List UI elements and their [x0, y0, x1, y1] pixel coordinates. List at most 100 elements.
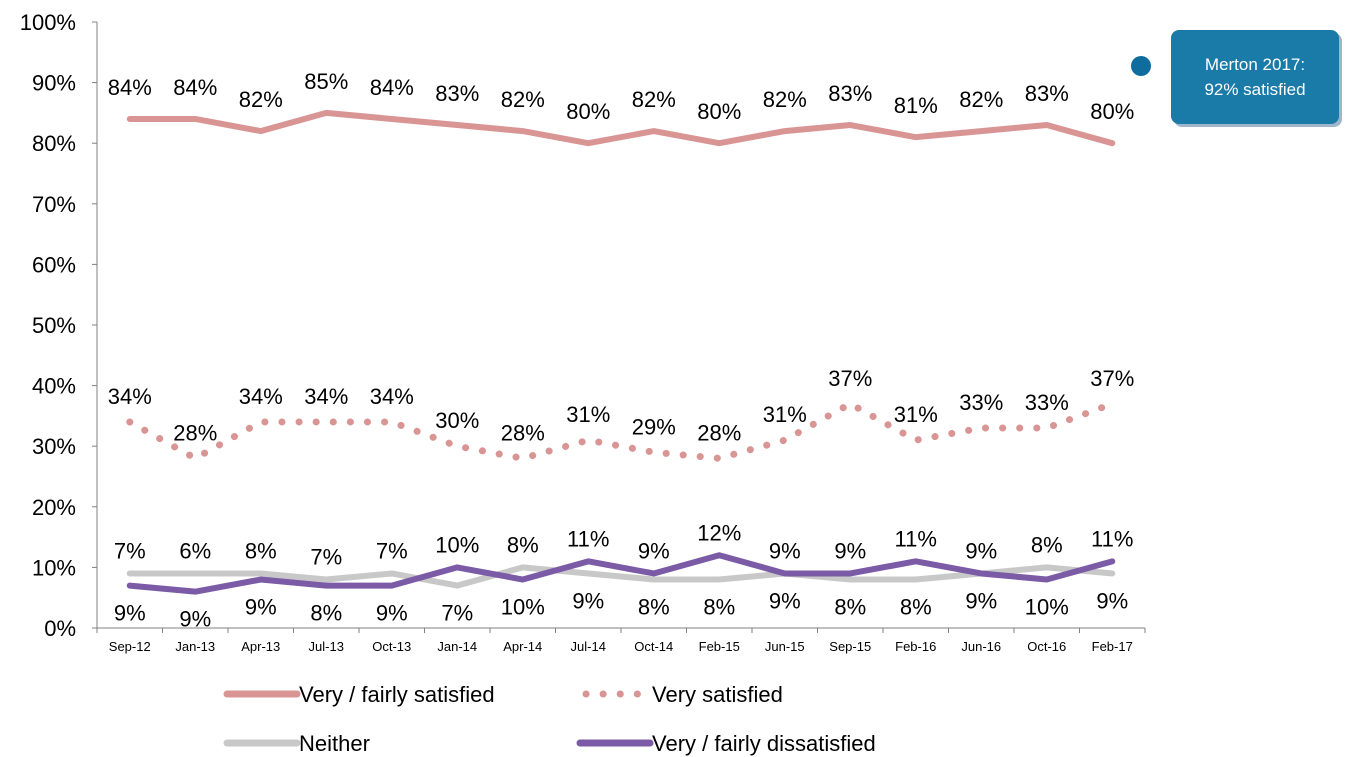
data-label: 9%: [769, 538, 801, 563]
y-tick-label: 50%: [32, 313, 76, 338]
data-label: 10%: [435, 532, 479, 557]
y-tick-label: 0%: [44, 616, 76, 641]
series-line: [126, 564, 1116, 589]
data-label: 28%: [501, 420, 545, 445]
x-tick-label: Oct-16: [1027, 639, 1066, 654]
data-label: 84%: [370, 75, 414, 100]
data-label: 31%: [566, 402, 610, 427]
data-label: 11%: [1091, 526, 1133, 551]
x-tick-label: Oct-14: [634, 639, 673, 654]
data-label: 84%: [108, 75, 152, 100]
data-label: 84%: [173, 75, 217, 100]
data-label: 83%: [828, 81, 872, 106]
data-label: 8%: [703, 595, 735, 620]
data-label: 12%: [697, 520, 741, 545]
x-tick-label: Feb-15: [699, 639, 740, 654]
data-label: 6%: [179, 538, 211, 563]
data-label: 10%: [501, 595, 545, 620]
data-label: 10%: [1025, 595, 1069, 620]
data-label: 8%: [507, 532, 539, 557]
x-tick-label: Jul-13: [309, 639, 344, 654]
data-label: 82%: [763, 87, 807, 112]
x-tick-label: Jun-16: [961, 639, 1001, 654]
x-tick-label: Apr-14: [503, 639, 542, 654]
data-label: 7%: [441, 601, 473, 626]
y-tick-label: 100%: [20, 10, 76, 35]
data-label: 37%: [828, 366, 872, 391]
data-label: 81%: [894, 93, 938, 118]
data-label: 83%: [435, 81, 479, 106]
data-label: 8%: [310, 601, 342, 626]
data-label: 28%: [173, 420, 217, 445]
data-label: 30%: [435, 408, 479, 433]
data-label: 31%: [763, 402, 807, 427]
data-label: 9%: [179, 607, 211, 632]
data-label: 80%: [697, 99, 741, 124]
data-label: 8%: [900, 595, 932, 620]
y-tick-label: 40%: [32, 374, 76, 399]
callout-line-1: Merton 2017:: [1204, 55, 1306, 74]
data-label: 11%: [895, 526, 937, 551]
data-label: 82%: [501, 87, 545, 112]
data-label: 28%: [697, 420, 741, 445]
y-tick-label: 30%: [32, 434, 76, 459]
x-tick-label: Oct-13: [372, 639, 411, 654]
x-tick-label: Jan-14: [437, 639, 477, 654]
y-tick-label: 10%: [32, 555, 76, 580]
data-label: 29%: [632, 414, 676, 439]
data-label: 9%: [834, 538, 866, 563]
data-label: 9%: [965, 538, 997, 563]
merton-callout-box: Merton 2017: 92% satisfied: [1171, 30, 1339, 124]
x-tick-label: Jun-15: [765, 639, 805, 654]
data-label: 85%: [304, 69, 348, 94]
legend-label: Very satisfied: [652, 682, 783, 707]
series-line: [126, 109, 1116, 147]
data-label: 82%: [239, 87, 283, 112]
data-label: 83%: [1025, 81, 1069, 106]
data-label: 33%: [959, 390, 1003, 415]
data-label: 9%: [638, 538, 670, 563]
data-label: 9%: [376, 601, 408, 626]
y-tick-label: 60%: [32, 252, 76, 277]
x-tick-label: Jan-13: [175, 639, 215, 654]
y-tick-label: 20%: [32, 495, 76, 520]
series-line: [126, 552, 1116, 595]
x-tick-label: Apr-13: [241, 639, 280, 654]
data-label: 9%: [572, 588, 604, 613]
legend-label: Neither: [299, 731, 370, 756]
y-tick-label: 80%: [32, 131, 76, 156]
data-label: 33%: [1025, 390, 1069, 415]
callout-line-2: 92% satisfied: [1204, 80, 1306, 99]
data-label: 7%: [114, 538, 146, 563]
y-tick-label: 70%: [32, 192, 76, 217]
data-label: 37%: [1090, 366, 1134, 391]
data-label: 34%: [370, 384, 414, 409]
x-tick-label: Sep-12: [109, 639, 151, 654]
x-tick-label: Sep-15: [829, 639, 871, 654]
data-label: 7%: [310, 545, 342, 570]
data-label: 34%: [239, 384, 283, 409]
data-label: 8%: [834, 595, 866, 620]
series-line: [126, 400, 1116, 462]
data-label: 9%: [245, 595, 277, 620]
data-label: 8%: [638, 595, 670, 620]
data-label: 80%: [566, 99, 610, 124]
data-label: 7%: [376, 538, 408, 563]
callout-marker-dot: [1131, 56, 1151, 76]
data-label: 34%: [304, 384, 348, 409]
legend-label: Very / fairly dissatisfied: [652, 731, 876, 756]
data-label: 9%: [114, 601, 146, 626]
legend-label: Very / fairly satisfied: [299, 682, 495, 707]
data-label: 80%: [1090, 99, 1134, 124]
x-tick-label: Feb-17: [1092, 639, 1133, 654]
data-label: 34%: [108, 384, 152, 409]
data-label: 11%: [567, 526, 609, 551]
data-label: 9%: [965, 588, 997, 613]
data-label: 9%: [1096, 588, 1128, 613]
x-tick-label: Feb-16: [895, 639, 936, 654]
data-label: 82%: [632, 87, 676, 112]
data-label: 9%: [769, 588, 801, 613]
data-label: 82%: [959, 87, 1003, 112]
data-label: 8%: [245, 538, 277, 563]
